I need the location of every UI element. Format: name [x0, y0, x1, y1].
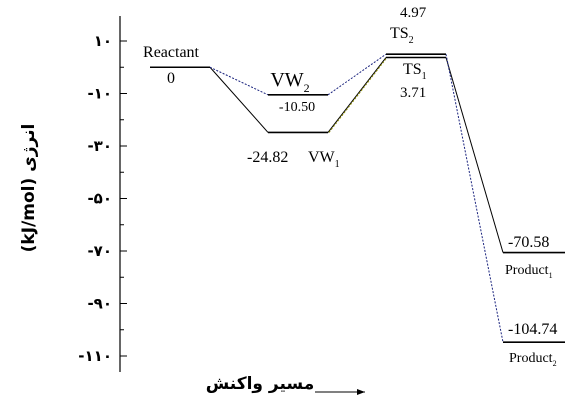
y-tick-label: -۱۱۰ [78, 347, 112, 365]
y-axis-title: (kJ/mol) انرژی [19, 124, 39, 253]
label-vw1-value: -24.82 [247, 149, 288, 166]
label-reactant-name: Reactant [143, 44, 200, 61]
label-product1-value: -70.58 [508, 234, 549, 251]
connector-path-2-vw2-to-ts2 [327, 53, 387, 96]
label-product1-name: Product1 [505, 263, 553, 280]
label-reactant-value: 0 [167, 70, 175, 87]
connector-path-2-ts2-to-product2 [445, 54, 504, 343]
y-tick-label: -۱۰ [87, 85, 112, 103]
energy-levels-group [150, 53, 565, 343]
connector-lines-group [209, 53, 504, 343]
label-ts2-value: 4.97 [400, 5, 427, 21]
label-vw2-name: VW2 [270, 69, 309, 95]
label-vw1-name: VW1 [308, 149, 340, 170]
x-axis-title: مسیر واکنش [206, 374, 315, 394]
connector-path-1-ts1-to-product1 [445, 57, 504, 253]
connector-path-1-reactant-to-vw1 [209, 66, 269, 133]
state-labels-group: Reactant 0 VW2 -10.50 -24.82 VW1 4.97 TS2 TS1 3.7… [143, 5, 557, 368]
label-ts1-value: 3.71 [400, 85, 426, 101]
connector-highlight [328, 57, 388, 133]
connector-path-1-vw1-to-ts1 [327, 57, 387, 133]
x-axis-arrow-head [357, 389, 365, 395]
label-product2-value: -104.74 [508, 321, 557, 338]
y-tick-label: ۱۰ [94, 32, 112, 50]
y-tick-label: -۳۰ [87, 137, 112, 155]
y-tick-label: -۵۰ [87, 190, 112, 208]
y-tick-label: -۹۰ [87, 295, 112, 313]
y-tick-label: -۷۰ [87, 242, 112, 260]
label-vw2-value: -10.50 [279, 100, 315, 115]
label-product2-name: Product2 [509, 351, 557, 368]
label-ts1-name: TS1 [403, 61, 427, 82]
connector-path-2-reactant-to-vw2 [209, 66, 269, 96]
y-axis-group: ۱۰ -۱۰ -۳۰ -۵۰ -۷۰ -۹۰ -۱۱۰ [78, 16, 127, 372]
label-ts2-name: TS2 [390, 25, 414, 46]
